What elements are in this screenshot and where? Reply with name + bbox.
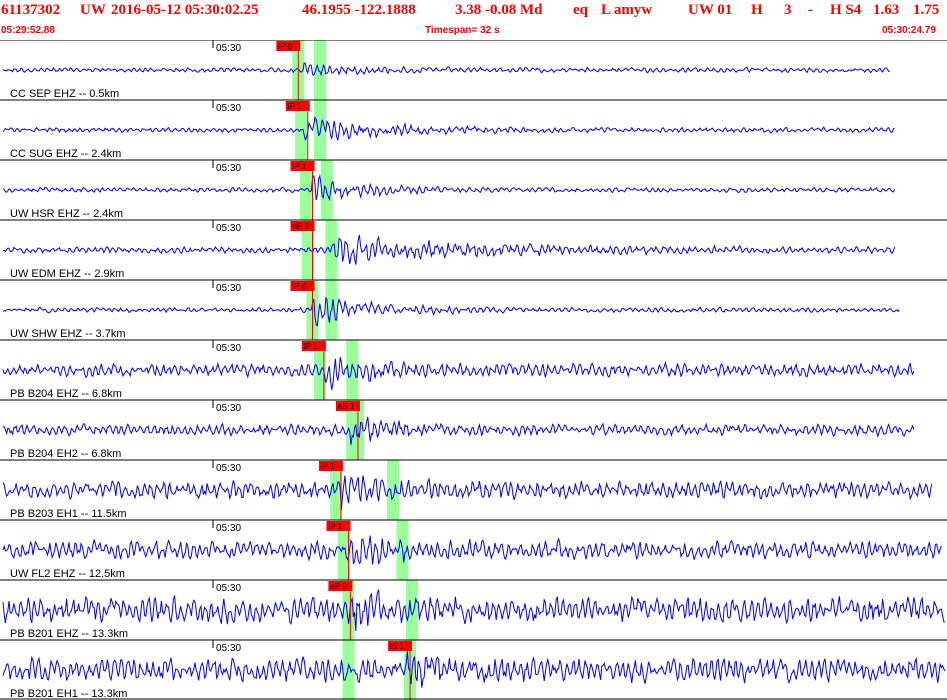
trace-panel: 05:30 iP 0 CC SEP EHZ -- 0.5km (0, 40, 947, 100)
trace-panel: 05:30 eS 1 PB B204 EH2 -- 6.8km (0, 399, 947, 460)
trace-panel: 05:30 eP 2 PB B201 EHZ -- 13.3km (0, 579, 947, 640)
pick-flag (335, 401, 360, 411)
event-type: eq (573, 2, 588, 18)
pick-label: iP 1 (328, 522, 342, 531)
waveform (2, 234, 896, 265)
pick-flag (285, 101, 310, 111)
magnitude-value: 1.75 (913, 2, 940, 18)
trace-panel: 05:30 iP 1 PB B203 EH1 -- 11.5km (0, 459, 947, 520)
pick-flag (290, 281, 315, 291)
waveform (2, 416, 915, 445)
waveform (2, 651, 946, 688)
separator-dash: - (808, 2, 813, 18)
station-label: UW SHW EHZ -- 3.7km (10, 328, 126, 340)
timespan: Timespan= 32 s (425, 25, 500, 36)
time-tick-label: 05:30 (216, 223, 241, 234)
waveform (2, 62, 890, 77)
trace-panel: 05:30 iP 1 CC SUG EHZ -- 2.4km (0, 99, 947, 160)
phase-window-p (314, 340, 327, 400)
pick-label: iP 0 (293, 282, 307, 291)
time-tick-label: 05:30 (216, 583, 241, 594)
trace-panel: 05:30 iP 1 UW HSR EHZ -- 2.4km (0, 159, 947, 220)
time-tick-label: 05:30 (216, 103, 241, 114)
waveform (2, 296, 900, 327)
event-id: 61137302 (1, 2, 61, 18)
pick-flag (318, 461, 343, 471)
station-label: UW HSR EHZ -- 2.4km (10, 208, 123, 220)
start-time: 05:29:52.88 (1, 25, 55, 36)
pick-flag (326, 521, 351, 531)
trace-panel: 05:30 iP 1 UW FL2 EHZ -- 12.5km (0, 519, 947, 580)
waveform (2, 357, 915, 390)
trace-panel: 05:30 iS 1 PB B201 EH1 -- 13.3km (0, 639, 947, 700)
pick-label: eP 2 (330, 582, 347, 591)
trace-panel: 05:30 iP 0 UW SHW EHZ -- 3.7km (0, 279, 947, 340)
pick-label: iP 1 (293, 162, 307, 171)
phase-window-s (314, 40, 327, 100)
event-header: 61137302 UW 2016-05-12 05:30:02.25 46.19… (0, 0, 947, 40)
waveform (2, 589, 946, 632)
time-tick-label: 05:30 (216, 163, 241, 174)
depth-magnitude: 3.38 -0.08 Md (455, 2, 543, 18)
quality-code-2: H S4 (830, 2, 862, 18)
phase-window-p (299, 160, 312, 220)
time-tick-label: 05:30 (216, 343, 241, 354)
phase-window-s (346, 340, 359, 400)
pick-label: iP 1 (288, 102, 302, 111)
pick-label: iS 1 (390, 642, 404, 651)
source-code: UW 01 (688, 2, 733, 18)
station-label: PB B201 EHZ -- 13.3km (10, 628, 128, 640)
event-summary-line: 61137302 UW 2016-05-12 05:30:02.25 46.19… (0, 2, 947, 22)
trace-panel: 05:30 iP 1 PB B204 EHZ -- 6.8km (0, 339, 947, 400)
phase-window-p (342, 580, 355, 640)
network-code: UW (80, 2, 106, 18)
phase-window-s (405, 580, 418, 640)
station-label: UW EDM EHZ -- 2.9km (10, 268, 124, 280)
station-label: CC SUG EHZ -- 2.4km (10, 148, 121, 160)
pick-label: iP 1 (304, 342, 318, 351)
pick-label: iP 1 (321, 462, 335, 471)
seismogram-panels: 05:30 iP 0 CC SEP EHZ -- 0.5km 05:30 iP 1 CC … (0, 40, 947, 700)
pick-label: eS 1 (338, 402, 355, 411)
time-tick-label: 05:30 (216, 523, 241, 534)
time-tick-label: 05:30 (216, 283, 241, 294)
rms-value: 1.63 (873, 2, 900, 18)
time-tick-label: 05:30 (216, 643, 241, 654)
pick-flag (328, 581, 353, 591)
trace-panel: 05:30 eP 2 UW EDM EHZ -- 2.9km (0, 219, 947, 280)
phase-window-s (387, 460, 400, 520)
time-range-line: 05:29:52.88 Timespan= 32 s 05:30:24.79 (0, 25, 947, 39)
station-label: PB B201 EH1 -- 13.3km (10, 688, 127, 700)
pick-flag (301, 341, 326, 351)
waveform (2, 535, 942, 565)
epicenter-latlon: 46.1955 -122.1888 (302, 2, 416, 18)
pick-flag (290, 221, 315, 231)
pick-label: eP 2 (293, 222, 310, 231)
station-label: UW FL2 EHZ -- 12.5km (10, 568, 125, 580)
pick-flag (290, 161, 315, 171)
time-tick-label: 05:30 (216, 403, 241, 414)
pick-label: iP 0 (278, 42, 292, 51)
waveform (2, 174, 896, 202)
station-label: PB B204 EH2 -- 6.8km (10, 448, 121, 460)
event-flags: L amyw (601, 2, 653, 18)
station-label: CC SEP EHZ -- 0.5km (10, 88, 119, 100)
phase-window-p (342, 640, 355, 700)
time-tick-label: 05:30 (216, 43, 241, 54)
pick-flag (388, 641, 413, 651)
time-tick-label: 05:30 (216, 463, 241, 474)
origin-datetime: 2016-05-12 05:30:02.25 (111, 2, 259, 18)
phase-count: 3 (784, 2, 792, 18)
quality-code: H (751, 2, 763, 18)
station-label: PB B203 EH1 -- 11.5km (10, 508, 127, 520)
end-time: 05:30:24.79 (882, 25, 936, 36)
phase-window-p (301, 220, 314, 280)
waveform (2, 115, 895, 142)
waveform (2, 475, 933, 510)
station-label: PB B204 EHZ -- 6.8km (10, 388, 122, 400)
pick-flag (276, 41, 301, 51)
